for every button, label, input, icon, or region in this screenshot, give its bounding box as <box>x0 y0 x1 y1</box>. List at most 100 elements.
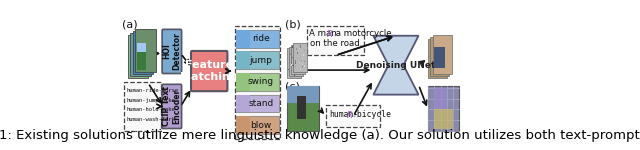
Bar <box>236 73 278 91</box>
Bar <box>131 33 150 76</box>
Bar <box>297 52 298 54</box>
Bar <box>296 67 297 68</box>
Bar <box>295 60 296 61</box>
Bar <box>295 60 296 61</box>
Bar <box>236 116 250 134</box>
Bar <box>300 57 301 58</box>
Bar <box>124 82 161 131</box>
Bar <box>300 59 301 60</box>
Bar <box>294 62 296 64</box>
Bar <box>291 64 292 66</box>
Bar <box>296 48 297 50</box>
Text: $R_*$: $R_*$ <box>326 29 339 38</box>
Bar <box>326 105 380 127</box>
Bar <box>138 43 146 52</box>
Bar <box>300 45 301 46</box>
Bar <box>301 74 302 75</box>
Bar <box>291 45 305 74</box>
Text: human-jump-bike: human-jump-bike <box>126 98 175 103</box>
Bar <box>302 70 303 72</box>
Bar <box>236 30 278 48</box>
Bar <box>133 31 153 74</box>
Text: (b): (b) <box>285 19 301 29</box>
Bar <box>307 26 364 55</box>
Bar <box>236 51 250 69</box>
Bar <box>302 58 303 59</box>
Bar <box>296 45 297 47</box>
Bar <box>136 29 156 72</box>
Bar <box>293 49 294 51</box>
Bar <box>293 62 294 63</box>
Bar <box>236 51 278 69</box>
Bar <box>294 66 296 67</box>
Bar <box>303 65 305 66</box>
Bar <box>428 39 447 78</box>
Bar <box>303 46 304 48</box>
FancyBboxPatch shape <box>162 84 182 129</box>
Bar <box>297 52 298 54</box>
Bar <box>304 65 305 67</box>
Bar <box>302 63 303 65</box>
Text: HOI
Detector: HOI Detector <box>162 33 182 70</box>
Bar <box>300 69 301 70</box>
Bar <box>293 65 294 66</box>
Bar <box>300 65 301 67</box>
Bar <box>428 86 460 131</box>
Text: jump: jump <box>250 56 273 65</box>
Bar <box>434 88 447 109</box>
Bar <box>235 26 280 139</box>
Bar <box>291 66 292 68</box>
Bar <box>303 54 304 56</box>
Bar <box>303 63 305 65</box>
Bar <box>298 74 299 75</box>
Text: stand: stand <box>248 99 274 108</box>
Bar <box>296 71 297 72</box>
FancyBboxPatch shape <box>162 29 182 74</box>
Bar <box>236 30 250 48</box>
Bar <box>236 95 250 112</box>
Bar <box>294 73 295 74</box>
Text: human-hold-cake: human-hold-cake <box>126 107 175 112</box>
Bar <box>295 62 296 64</box>
Text: swing: swing <box>248 77 274 86</box>
Bar <box>293 66 294 68</box>
Text: (c): (c) <box>285 82 300 92</box>
Bar <box>301 60 302 61</box>
Bar <box>298 61 299 62</box>
Bar <box>300 47 301 48</box>
Bar <box>236 95 278 112</box>
Bar <box>299 48 300 49</box>
FancyBboxPatch shape <box>191 51 227 91</box>
Bar <box>236 73 250 91</box>
Text: a motorcycle: a motorcycle <box>333 29 391 38</box>
Bar <box>291 73 292 75</box>
Text: Denoising UNet: Denoising UNet <box>356 61 436 70</box>
Bar <box>290 53 291 55</box>
Bar <box>298 48 300 49</box>
Bar <box>292 62 294 64</box>
Bar <box>294 57 296 58</box>
Bar <box>295 64 296 66</box>
Text: human-wash-fork: human-wash-fork <box>126 117 175 122</box>
Bar <box>301 56 302 57</box>
Bar <box>298 72 299 74</box>
Bar <box>294 51 296 52</box>
Bar <box>298 96 306 119</box>
Bar <box>296 49 297 50</box>
Text: on the road.: on the road. <box>310 39 362 48</box>
Bar <box>299 50 300 52</box>
Bar <box>287 86 319 104</box>
Bar <box>293 43 307 72</box>
Text: $R_*$: $R_*$ <box>346 110 358 119</box>
Text: A man: A man <box>309 29 340 38</box>
Bar <box>289 46 303 76</box>
Bar <box>294 50 295 52</box>
Text: CLIP Text
Encoder: CLIP Text Encoder <box>162 86 182 126</box>
Bar <box>292 65 293 66</box>
Text: (a): (a) <box>122 19 138 29</box>
Text: human-ride-horse: human-ride-horse <box>126 88 178 93</box>
Bar <box>431 37 449 76</box>
Polygon shape <box>373 36 419 95</box>
Bar <box>288 69 289 70</box>
Bar <box>292 75 294 76</box>
